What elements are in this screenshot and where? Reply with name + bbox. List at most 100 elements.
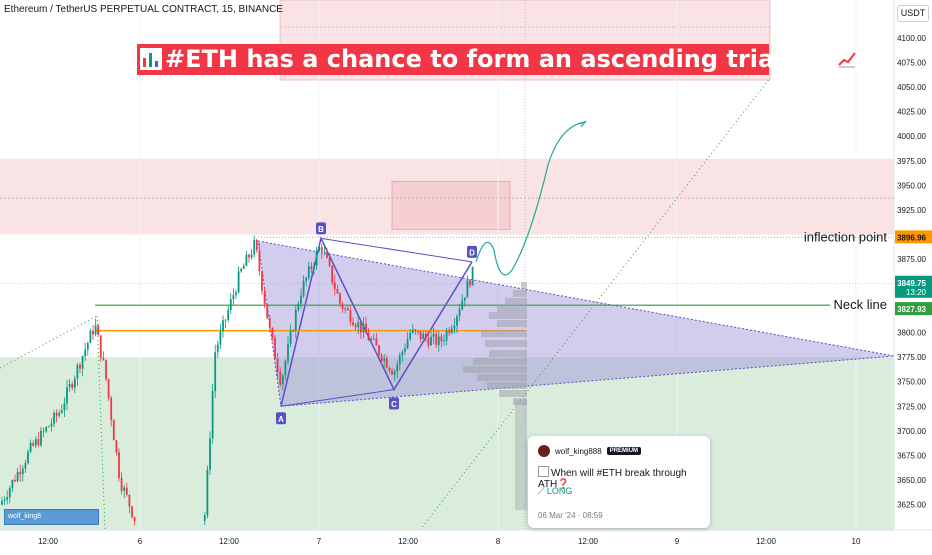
time-tick-label: 9 xyxy=(675,537,680,546)
candle-body xyxy=(76,364,79,379)
candle-body xyxy=(471,266,474,286)
candle-body xyxy=(432,333,435,337)
price-axis-ticks: 4125.004100.004075.004050.004025.004000.… xyxy=(897,9,926,509)
volume-profile-bar xyxy=(497,305,527,312)
headline-text: #ETH has a chance to form an ascending t… xyxy=(165,45,833,73)
idea-card[interactable]: wolf_king888 PREMIUM When will #ETH brea… xyxy=(528,436,710,528)
candle-body xyxy=(6,497,9,500)
candle-body xyxy=(131,506,133,518)
candle-body xyxy=(250,254,253,258)
candle-body xyxy=(227,310,230,320)
candle-body xyxy=(396,364,399,372)
trend-dotted-projection xyxy=(419,77,771,531)
volume-profile-bar xyxy=(481,330,527,337)
candle-body xyxy=(53,412,55,424)
volume-profile-bar xyxy=(473,358,527,365)
candle-body xyxy=(3,499,6,501)
candle-body xyxy=(66,387,68,404)
candle-body xyxy=(300,295,302,304)
idea-direction-text: LONG xyxy=(546,486,573,496)
candle-body xyxy=(315,251,318,266)
candle-body xyxy=(336,289,339,294)
candle-body xyxy=(214,352,217,392)
price-tick-label: 3925.00 xyxy=(897,206,926,215)
candle-body xyxy=(341,303,344,309)
demand-zone xyxy=(0,357,894,530)
candle-body xyxy=(211,391,214,439)
time-tick-label: 8 xyxy=(496,537,501,546)
candle-body xyxy=(357,322,360,328)
idea-direction: ⟋ LONG xyxy=(538,486,572,497)
candle-body xyxy=(235,292,237,296)
candle-body xyxy=(248,254,250,258)
candle-body xyxy=(29,442,32,452)
candle-body xyxy=(284,361,287,376)
price-tick-label: 3725.00 xyxy=(897,402,926,411)
idea-title-text: When will #ETH break through ATH❓ xyxy=(538,468,687,490)
price-tick-label: 4025.00 xyxy=(897,108,926,117)
author-username: wolf_king888 xyxy=(555,446,602,456)
candle-body xyxy=(45,427,48,432)
candle-body xyxy=(307,266,310,278)
candle-body xyxy=(79,364,81,369)
candle-body xyxy=(107,379,110,398)
candle-body xyxy=(14,479,16,482)
price-tick-label: 3650.00 xyxy=(897,476,926,485)
pattern-point-b: B xyxy=(316,222,326,235)
currency-button[interactable]: USDT xyxy=(897,5,929,22)
candle-body xyxy=(133,517,136,521)
candle-body xyxy=(372,338,375,340)
candle-body xyxy=(219,331,222,345)
candle-body xyxy=(58,412,61,416)
idea-author[interactable]: wolf_king888 PREMIUM xyxy=(538,445,642,457)
candle-body xyxy=(55,412,58,416)
candle-body xyxy=(320,246,323,252)
candle-body xyxy=(422,333,425,340)
candle-body xyxy=(339,293,341,304)
candle-body xyxy=(24,462,27,469)
volume-profile-bar xyxy=(489,312,527,319)
idea-title[interactable]: When will #ETH break through ATH❓ xyxy=(538,466,710,490)
pattern-point-label: A xyxy=(278,415,284,424)
volume-profile-bar xyxy=(485,340,527,347)
idea-date: 06 Mar '24 · 08:59 xyxy=(538,511,603,520)
price-tick-label: 3700.00 xyxy=(897,427,926,436)
chart-increasing-icon xyxy=(835,48,858,70)
price-tick-label: 3675.00 xyxy=(897,451,926,460)
premium-badge: PREMIUM xyxy=(606,447,642,455)
candle-body xyxy=(68,384,71,388)
candle-body xyxy=(385,358,388,368)
time-tick-label: 7 xyxy=(317,537,322,546)
candle-body xyxy=(359,322,362,333)
price-tick-label: 4075.00 xyxy=(897,59,926,68)
ac-leg-line xyxy=(280,389,395,407)
candle-body xyxy=(34,439,37,446)
current-price-tag: 3849.75 xyxy=(897,279,926,288)
volume-profile-bar xyxy=(477,374,527,381)
time-axis[interactable] xyxy=(0,530,932,550)
volume-profile-bar xyxy=(505,298,527,305)
candle-body xyxy=(50,423,53,427)
candle-body xyxy=(398,355,401,365)
candle-body xyxy=(81,356,84,369)
candle-body xyxy=(362,323,365,333)
pattern-point-badge xyxy=(467,245,477,258)
candle-body xyxy=(120,478,123,491)
pattern-point-d: D xyxy=(467,245,477,258)
candle-body xyxy=(206,469,209,516)
candle-body xyxy=(237,271,240,293)
candle-body xyxy=(266,304,269,319)
candle-body xyxy=(401,351,404,356)
candle-body xyxy=(445,330,448,341)
candle-body xyxy=(21,468,24,475)
candle-body xyxy=(367,332,370,341)
volume-profile-bar xyxy=(487,382,527,389)
volume-profile-bar xyxy=(513,290,527,297)
candle-body xyxy=(453,325,456,329)
candle-body xyxy=(216,344,219,353)
price-axis[interactable] xyxy=(894,0,932,530)
candle-body xyxy=(47,426,50,428)
